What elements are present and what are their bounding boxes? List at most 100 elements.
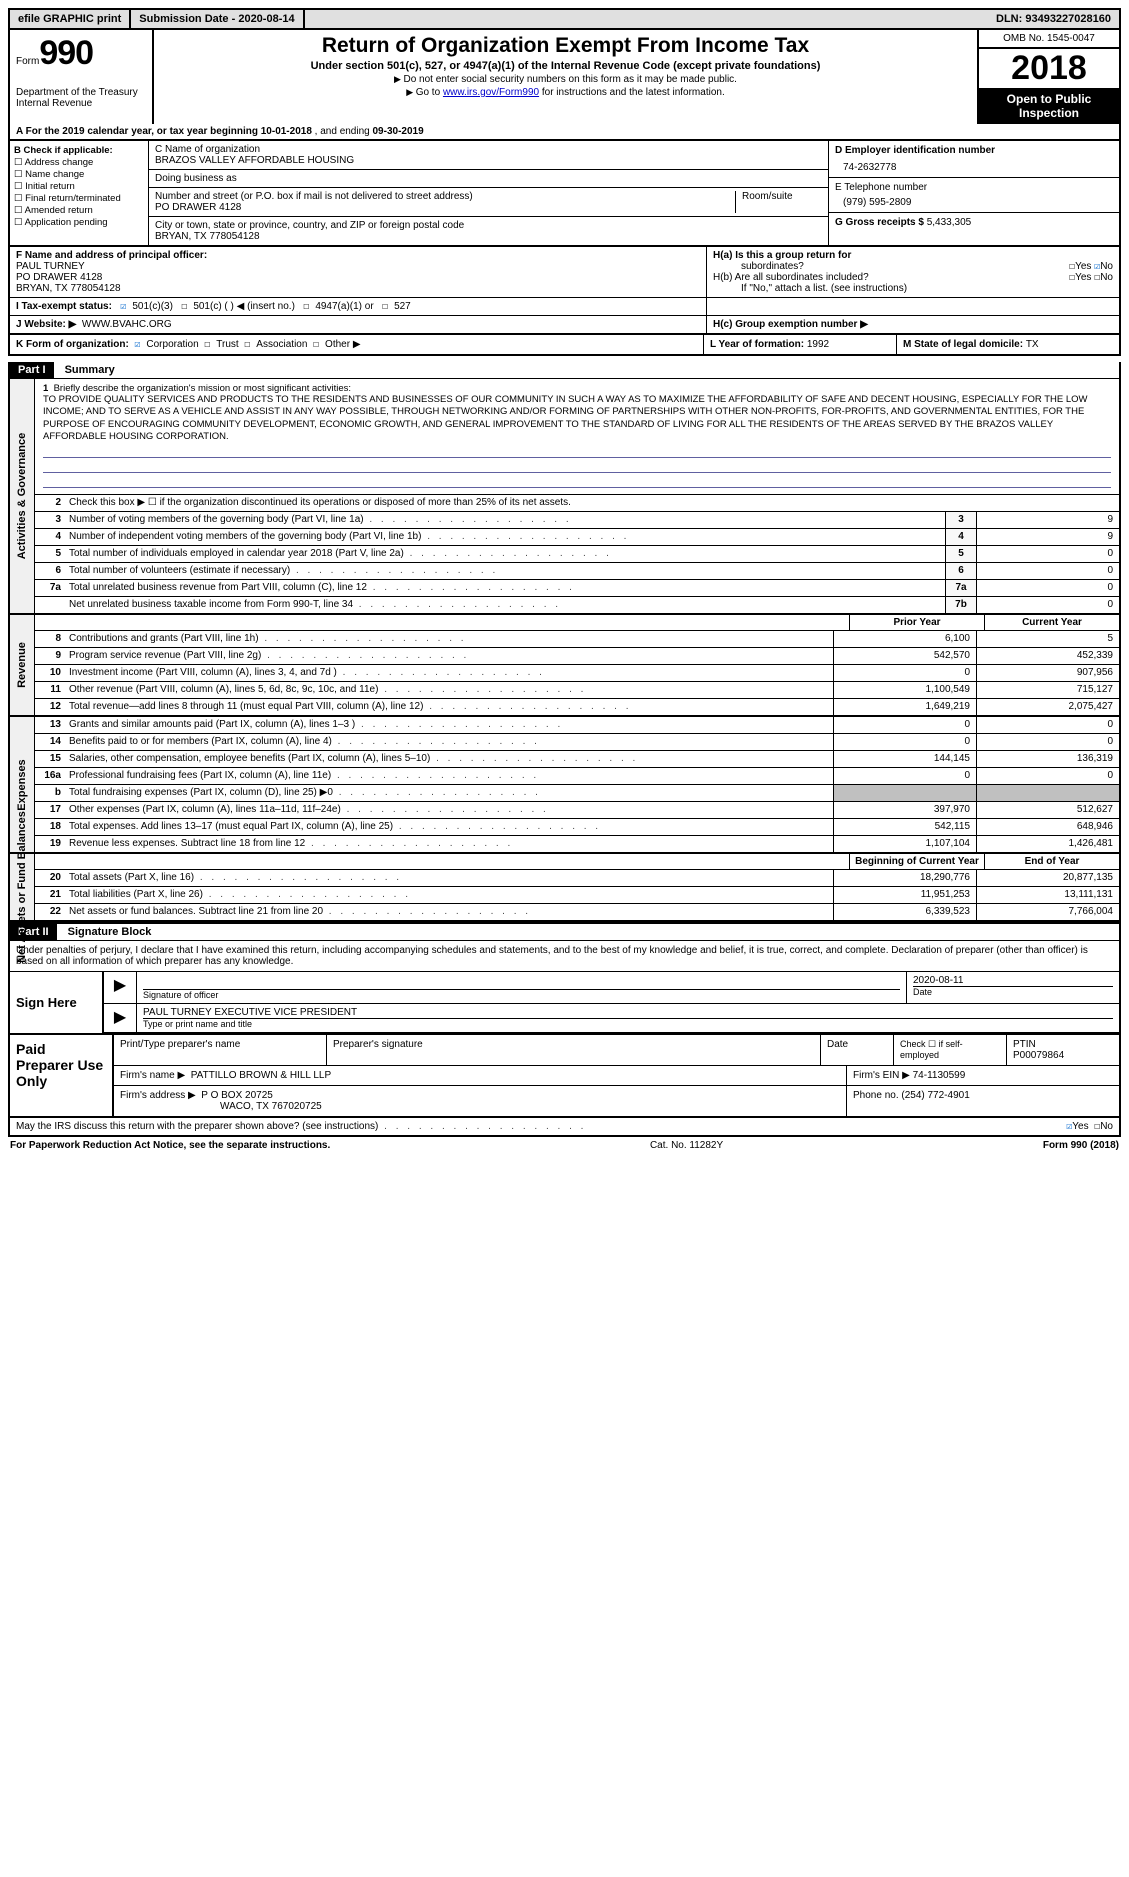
- blank-line: [43, 460, 1111, 473]
- form-title: Return of Organization Exempt From Incom…: [160, 34, 971, 58]
- summary-line: 15 Salaries, other compensation, employe…: [35, 751, 1119, 768]
- discuss-row: May the IRS discuss this return with the…: [8, 1118, 1121, 1137]
- firm-ein: 74-1130599: [913, 1070, 966, 1081]
- form-subtitle: Under section 501(c), 527, or 4947(a)(1)…: [160, 60, 971, 72]
- summary-line: 20 Total assets (Part X, line 16) 18,290…: [35, 870, 1119, 887]
- line1-label: Briefly describe the organization's miss…: [54, 383, 352, 394]
- paid-preparer-block: Paid Preparer Use Only Print/Type prepar…: [8, 1035, 1121, 1118]
- firm-phone: (254) 772-4901: [901, 1090, 969, 1101]
- hc-label: H(c) Group exemption number ▶: [713, 319, 868, 330]
- efile-label: efile GRAPHIC print: [10, 10, 131, 28]
- signature-block: Under penalties of perjury, I declare th…: [8, 941, 1121, 1035]
- chk-trust[interactable]: [204, 339, 216, 350]
- sig-date-label: Date: [913, 986, 1113, 997]
- sig-arrow-icon: ▶: [104, 1004, 137, 1032]
- chk-other[interactable]: [313, 339, 325, 350]
- chk-527[interactable]: [382, 301, 394, 312]
- blank-line: [43, 475, 1111, 488]
- city-label: City or town, state or province, country…: [155, 220, 822, 231]
- summary-line: 4 Number of independent voting members o…: [35, 529, 1119, 546]
- prep-selfemp-header: Check ☐ if self-employed: [894, 1035, 1007, 1065]
- ein-value: 74-2632778: [835, 156, 1113, 173]
- row-k-form-org: K Form of organization: Corporation Trus…: [8, 334, 1121, 356]
- summary-line: 11 Other revenue (Part VIII, column (A),…: [35, 682, 1119, 699]
- summary-line: 19 Revenue less expenses. Subtract line …: [35, 836, 1119, 852]
- paid-preparer-label: Paid Preparer Use Only: [10, 1035, 114, 1116]
- col-c-org-info: C Name of organization BRAZOS VALLEY AFF…: [149, 141, 829, 245]
- line2-text: Check this box ▶ ☐ if the organization d…: [65, 495, 1119, 511]
- phone-label: E Telephone number: [835, 182, 1113, 193]
- header-right: OMB No. 1545-0047 2018 Open to Public In…: [979, 30, 1119, 124]
- summary-line: 12 Total revenue—add lines 8 through 11 …: [35, 699, 1119, 715]
- firm-phone-label: Phone no.: [853, 1090, 901, 1101]
- dln-cell: DLN: 93493227028160: [988, 10, 1119, 28]
- ptin-label: PTIN: [1013, 1039, 1036, 1050]
- chk-address-change[interactable]: Address change: [14, 157, 144, 168]
- officer-name: PAUL TURNEY: [16, 261, 85, 272]
- col-beginning-year: Beginning of Current Year: [849, 854, 984, 869]
- col-b-label: B Check if applicable:: [14, 145, 113, 156]
- chk-501c3[interactable]: [120, 301, 132, 312]
- officer-addr1: PO DRAWER 4128: [16, 272, 102, 283]
- type-name-label: Type or print name and title: [143, 1018, 1113, 1029]
- firm-ein-label: Firm's EIN ▶: [853, 1070, 910, 1081]
- officer-addr2: BRYAN, TX 778054128: [16, 283, 121, 294]
- summary-line: 7a Total unrelated business revenue from…: [35, 580, 1119, 597]
- i-label: I Tax-exempt status:: [16, 301, 112, 312]
- col-end-year: End of Year: [984, 854, 1119, 869]
- efile-topbar: efile GRAPHIC print Submission Date - 20…: [8, 8, 1121, 30]
- summary-line: 3 Number of voting members of the govern…: [35, 512, 1119, 529]
- summary-line: 16a Professional fundraising fees (Part …: [35, 768, 1119, 785]
- irs-link[interactable]: www.irs.gov/Form990: [443, 87, 539, 98]
- firm-addr1: P O BOX 20725: [201, 1090, 273, 1101]
- dba-label: Doing business as: [155, 173, 822, 184]
- street-label: Number and street (or P.O. box if mail i…: [155, 191, 735, 202]
- blank-line: [43, 445, 1111, 458]
- gross-label: G Gross receipts $: [835, 217, 927, 228]
- part2-title: Signature Block: [60, 926, 152, 938]
- prep-sig-header: Preparer's signature: [327, 1035, 821, 1065]
- paperwork-notice: For Paperwork Reduction Act Notice, see …: [10, 1140, 330, 1151]
- summary-line: 21 Total liabilities (Part X, line 26) 1…: [35, 887, 1119, 904]
- chk-corporation[interactable]: [134, 339, 146, 350]
- street-value: PO DRAWER 4128: [155, 202, 735, 213]
- sig-arrow-icon: ▶: [104, 972, 137, 1003]
- summary-line: b Total fundraising expenses (Part IX, c…: [35, 785, 1119, 802]
- phone-value: (979) 595-2809: [835, 193, 1113, 208]
- chk-amended-return[interactable]: Amended return: [14, 205, 144, 216]
- chk-4947[interactable]: [303, 301, 315, 312]
- summary-line: 18 Total expenses. Add lines 13–17 (must…: [35, 819, 1119, 836]
- col-b-checkboxes: B Check if applicable: Address change Na…: [10, 141, 149, 245]
- m-value: TX: [1026, 339, 1039, 350]
- omb-number: OMB No. 1545-0047: [979, 30, 1119, 49]
- cat-number: Cat. No. 11282Y: [330, 1140, 1043, 1151]
- chk-name-change[interactable]: Name change: [14, 169, 144, 180]
- tax-year: 2018: [979, 49, 1119, 88]
- chk-application-pending[interactable]: Application pending: [14, 217, 144, 228]
- summary-line: 22 Net assets or fund balances. Subtract…: [35, 904, 1119, 920]
- summary-line: 10 Investment income (Part VIII, column …: [35, 665, 1119, 682]
- part-1: Part I Summary Activities & Governance 1…: [8, 362, 1121, 922]
- netassets-col-headers: Beginning of Current Year End of Year: [35, 854, 1119, 870]
- m-label: M State of legal domicile:: [903, 339, 1026, 350]
- chk-501c[interactable]: [181, 301, 193, 312]
- prep-name-header: Print/Type preparer's name: [114, 1035, 327, 1065]
- firm-name-label: Firm's name ▶: [120, 1070, 185, 1081]
- ha-label: H(a) Is this a group return for: [713, 250, 851, 261]
- dept-treasury: Department of the Treasury Internal Reve…: [16, 87, 146, 109]
- summary-line: 9 Program service revenue (Part VIII, li…: [35, 648, 1119, 665]
- chk-association[interactable]: [244, 339, 256, 350]
- vtab-net-assets: Net Assets or Fund Balances: [10, 854, 35, 920]
- row-j-website: J Website: ▶ WWW.BVAHC.ORG H(c) Group ex…: [8, 316, 1121, 334]
- sign-here-label: Sign Here: [10, 972, 104, 1033]
- ha-sub: subordinates?: [713, 261, 1069, 272]
- firm-name: PATTILLO BROWN & HILL LLP: [191, 1070, 331, 1081]
- k-label: K Form of organization:: [16, 339, 129, 350]
- chk-final-return[interactable]: Final return/terminated: [14, 193, 144, 204]
- summary-line: 6 Total number of volunteers (estimate i…: [35, 563, 1119, 580]
- chk-initial-return[interactable]: Initial return: [14, 181, 144, 192]
- l-value: 1992: [807, 339, 829, 350]
- part1-title: Summary: [57, 364, 115, 376]
- sig-officer-label: Signature of officer: [143, 989, 900, 1000]
- firm-addr-label: Firm's address ▶: [120, 1090, 196, 1101]
